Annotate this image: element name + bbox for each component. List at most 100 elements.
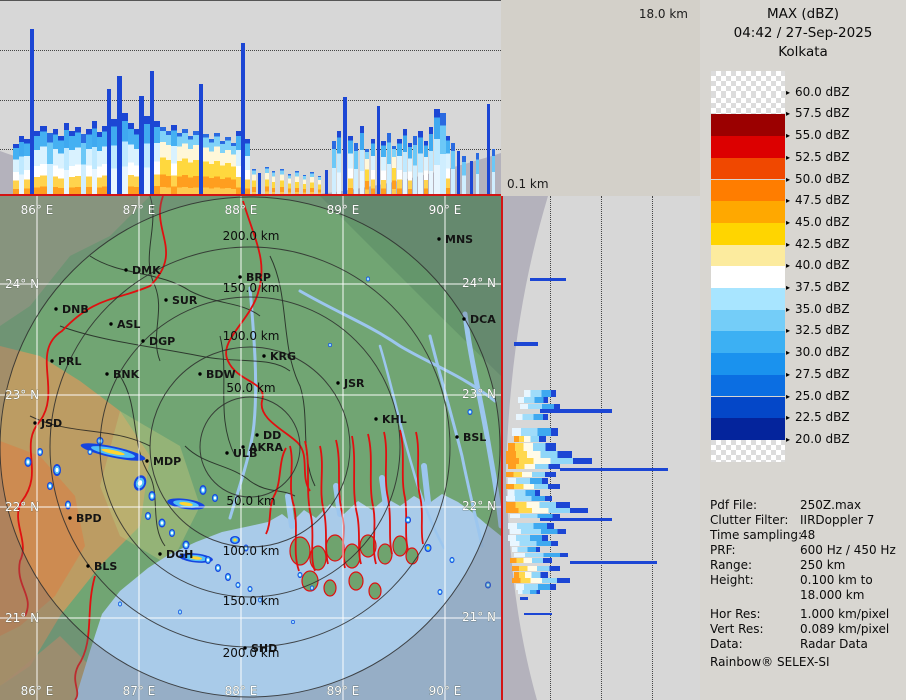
height-gridline bbox=[0, 50, 501, 51]
profile-bar bbox=[506, 458, 592, 464]
profile-bar bbox=[516, 584, 556, 590]
echo-cell bbox=[148, 491, 156, 501]
grat-label-text: 87° E bbox=[123, 684, 156, 698]
profile-bar bbox=[510, 514, 560, 518]
height-gridline bbox=[0, 100, 501, 101]
station-sur: SUR bbox=[164, 294, 198, 307]
profile-bar bbox=[508, 535, 548, 541]
echo-cell bbox=[258, 597, 262, 603]
profile-bar bbox=[69, 131, 75, 195]
svg-text:BDW: BDW bbox=[206, 368, 236, 381]
colorbar-label: 27.5 dBZ bbox=[795, 366, 850, 381]
colorbar-label: 25.0 dBZ bbox=[795, 388, 850, 403]
state-boundaries-red bbox=[17, 195, 424, 700]
colorbar-tick-arrow: ▸ bbox=[786, 152, 791, 162]
station-dgp: DGP bbox=[141, 335, 175, 348]
colorbar-box bbox=[711, 92, 785, 115]
profile-bar bbox=[492, 149, 495, 195]
profile-bar bbox=[514, 553, 568, 557]
echo-cell bbox=[53, 464, 61, 476]
profile-bar bbox=[134, 129, 139, 195]
profile-bar bbox=[92, 121, 97, 195]
profile-bar bbox=[24, 139, 30, 195]
profile-bar bbox=[514, 572, 548, 578]
profile-bar bbox=[295, 171, 299, 195]
profile-bar bbox=[30, 29, 34, 195]
profile-bar bbox=[303, 175, 306, 195]
station-ulb: ULB bbox=[225, 447, 257, 460]
profile-bar bbox=[518, 397, 548, 403]
profile-bar bbox=[462, 156, 466, 195]
colorbar-box bbox=[711, 396, 785, 419]
colorbar-box bbox=[711, 266, 785, 288]
grat-label-text: 89° E bbox=[327, 203, 360, 217]
station-prl: PRL bbox=[50, 355, 82, 368]
height-gridline bbox=[652, 196, 653, 700]
profile-bar bbox=[332, 141, 336, 195]
profile-bar bbox=[516, 414, 548, 420]
colorbar-tick-arrow: ▸ bbox=[786, 174, 791, 184]
profile-bar bbox=[107, 89, 111, 195]
profile-bar bbox=[506, 502, 570, 508]
metadata-key: Data: bbox=[710, 637, 743, 651]
echo-cell bbox=[178, 609, 182, 615]
metadata-key: Height: bbox=[710, 573, 754, 587]
profile-bar bbox=[58, 136, 64, 195]
echo-cell bbox=[80, 443, 146, 461]
svg-text:SHD: SHD bbox=[251, 642, 277, 655]
echo-cell bbox=[47, 482, 53, 490]
metadata-value: 0.100 km to bbox=[800, 573, 873, 587]
svg-text:JSR: JSR bbox=[343, 377, 365, 390]
profile-bar bbox=[403, 129, 407, 195]
profile-bar bbox=[476, 153, 479, 195]
profile-bar bbox=[371, 139, 375, 195]
echo-cell bbox=[291, 620, 295, 624]
profile-bar bbox=[13, 144, 19, 195]
metadata-value: 48 bbox=[800, 528, 816, 542]
profile-bar bbox=[47, 133, 53, 195]
profile-bar bbox=[53, 129, 58, 195]
station-khl: KHL bbox=[374, 413, 407, 426]
profile-bar bbox=[199, 84, 203, 195]
ring-label-text: 200.0 km bbox=[223, 646, 280, 660]
colorbar-box bbox=[711, 222, 785, 245]
profile-bar bbox=[506, 472, 556, 477]
profile-bar bbox=[220, 141, 225, 195]
metadata-value: 0.089 km/pixel bbox=[800, 622, 890, 636]
colorbar-box bbox=[711, 179, 785, 202]
profile-bar bbox=[258, 173, 261, 195]
profile-bar bbox=[166, 131, 171, 195]
grat-label-text: 21° N bbox=[5, 611, 39, 625]
profile-bar bbox=[508, 464, 560, 469]
profile-bar bbox=[188, 136, 193, 195]
grat-label-text: 86° E bbox=[21, 684, 54, 698]
station-mns: MNS bbox=[437, 233, 473, 246]
outside-range-overlay bbox=[0, 196, 501, 700]
colorbar-tick-arrow: ▸ bbox=[786, 196, 791, 206]
ring-label-text: 200.0 km bbox=[223, 229, 280, 243]
station-dnb: DNB bbox=[54, 303, 89, 316]
echo-cell bbox=[87, 449, 93, 455]
station-jsd: JSD bbox=[33, 417, 62, 430]
profile-bar bbox=[97, 132, 102, 195]
echo-cell bbox=[179, 553, 213, 563]
metadata-key: Clutter Filter: bbox=[710, 513, 789, 527]
profile-bar bbox=[510, 529, 566, 534]
metadata-value: 250Z.max bbox=[800, 498, 862, 512]
echo-cell bbox=[118, 601, 122, 607]
metadata-key: Range: bbox=[710, 558, 753, 572]
metadata-key: Pdf File: bbox=[710, 498, 758, 512]
station-bpd: BPD bbox=[68, 512, 102, 525]
profile-bar bbox=[418, 131, 423, 195]
echo-cell bbox=[215, 564, 221, 572]
profile-bar bbox=[510, 541, 558, 546]
software-name: Rainbow® SELEX-SI bbox=[710, 655, 830, 669]
station-asl: ASL bbox=[109, 318, 140, 331]
profile-bar bbox=[86, 129, 92, 195]
echo-cell bbox=[225, 573, 231, 581]
colorbar-box bbox=[711, 418, 785, 440]
svg-text:KHL: KHL bbox=[382, 413, 407, 426]
station-bls: BLS bbox=[86, 560, 117, 573]
echo-cell bbox=[230, 536, 240, 544]
district-boundaries bbox=[29, 195, 316, 547]
